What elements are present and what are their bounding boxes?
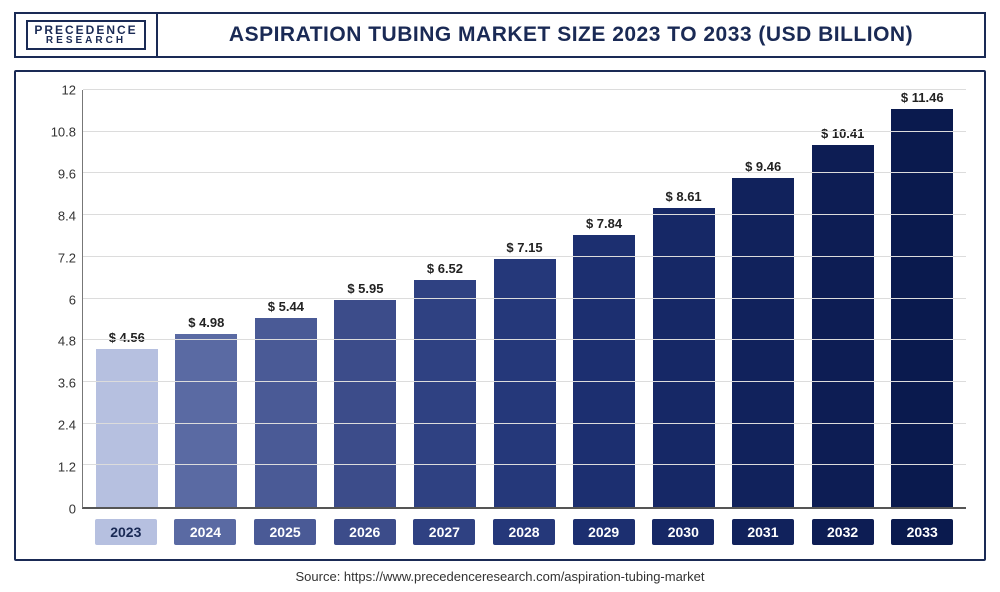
y-tick-label: 12 xyxy=(62,83,76,98)
y-tick-label: 6 xyxy=(69,292,76,307)
x-tick-label: 2031 xyxy=(732,519,794,545)
bar xyxy=(255,318,317,507)
x-axis-inner: 2023 2024 2025 2026 2027 2028 2029 2030 2031 2032… xyxy=(82,519,966,545)
source-text: Source: https://www.precedenceresearch.c… xyxy=(14,569,986,584)
bar-value-label: $ 6.52 xyxy=(427,261,463,276)
bar-column: $ 7.84 xyxy=(564,90,644,507)
x-tick-cell: 2031 xyxy=(723,519,803,545)
x-tick-cell: 2023 xyxy=(86,519,166,545)
x-axis: 2023 2024 2025 2026 2027 2028 2029 2030 2031 2032… xyxy=(34,519,966,545)
bar-column: $ 5.95 xyxy=(326,90,406,507)
x-tick-label: 2026 xyxy=(334,519,396,545)
y-axis: 01.22.43.64.867.28.49.610.812 xyxy=(34,90,82,509)
bar-column: $ 5.44 xyxy=(246,90,326,507)
plot-row: 01.22.43.64.867.28.49.610.812 $ 4.56$ 4.… xyxy=(34,90,966,509)
logo-inner: PRECEDENCE RESEARCH xyxy=(26,20,145,50)
x-tick-cell: 2025 xyxy=(245,519,325,545)
logo: PRECEDENCE RESEARCH xyxy=(16,14,156,56)
bar-value-label: $ 10.41 xyxy=(821,126,864,141)
bar-column: $ 4.98 xyxy=(167,90,247,507)
bar xyxy=(812,145,874,507)
bar xyxy=(573,235,635,507)
bar xyxy=(96,349,158,507)
y-tick-label: 3.6 xyxy=(58,376,76,391)
x-tick-cell: 2028 xyxy=(484,519,564,545)
header: PRECEDENCE RESEARCH ASPIRATION TUBING MA… xyxy=(14,12,986,58)
y-tick-label: 4.8 xyxy=(58,334,76,349)
y-tick-label: 2.4 xyxy=(58,418,76,433)
bars-group: $ 4.56 $ 4.98 $ 5.44 $ 5.95 $ 6.52 $ 7.15 $ 7.… xyxy=(83,90,966,507)
x-tick-label: 2029 xyxy=(573,519,635,545)
bar xyxy=(891,109,953,507)
title-box: ASPIRATION TUBING MARKET SIZE 2023 TO 20… xyxy=(156,14,984,56)
y-tick-label: 0 xyxy=(69,502,76,517)
bar xyxy=(653,208,715,507)
gridline xyxy=(83,89,966,90)
bar xyxy=(175,334,237,507)
y-tick-label: 10.8 xyxy=(51,124,76,139)
bar-column: $ 8.61 xyxy=(644,90,724,507)
x-tick-cell: 2026 xyxy=(325,519,405,545)
x-tick-cell: 2029 xyxy=(564,519,644,545)
bar-value-label: $ 8.61 xyxy=(666,189,702,204)
gridline xyxy=(83,339,966,340)
plot-area: $ 4.56 $ 4.98 $ 5.44 $ 5.95 $ 6.52 $ 7.15 $ 7.… xyxy=(82,90,966,509)
gridline xyxy=(83,381,966,382)
bar-value-label: $ 7.84 xyxy=(586,216,622,231)
gridline xyxy=(83,423,966,424)
bar-column: $ 10.41 xyxy=(803,90,883,507)
y-tick-label: 9.6 xyxy=(58,166,76,181)
x-tick-cell: 2033 xyxy=(882,519,962,545)
x-tick-label: 2032 xyxy=(812,519,874,545)
bar-value-label: $ 5.44 xyxy=(268,299,304,314)
chart-frame: 01.22.43.64.867.28.49.610.812 $ 4.56$ 4.… xyxy=(14,70,986,561)
bar-value-label: $ 4.98 xyxy=(188,315,224,330)
chart-container: PRECEDENCE RESEARCH ASPIRATION TUBING MA… xyxy=(0,0,1000,592)
gridline xyxy=(83,172,966,173)
gridline xyxy=(83,464,966,465)
chart-title: ASPIRATION TUBING MARKET SIZE 2023 TO 20… xyxy=(229,23,913,47)
bar xyxy=(494,259,556,507)
y-tick-label: 7.2 xyxy=(58,250,76,265)
bar xyxy=(414,280,476,507)
bar xyxy=(732,178,794,507)
bar-column: $ 6.52 xyxy=(405,90,485,507)
x-tick-label: 2033 xyxy=(891,519,953,545)
x-tick-label: 2025 xyxy=(254,519,316,545)
bar-column: $ 4.56 xyxy=(87,90,167,507)
x-tick-label: 2024 xyxy=(174,519,236,545)
x-tick-cell: 2030 xyxy=(643,519,723,545)
gridline xyxy=(83,131,966,132)
bar-value-label: $ 4.56 xyxy=(109,330,145,345)
y-tick-label: 1.2 xyxy=(58,460,76,475)
x-tick-label: 2027 xyxy=(413,519,475,545)
gridline xyxy=(83,298,966,299)
bar xyxy=(334,300,396,507)
bar-column: $ 7.15 xyxy=(485,90,565,507)
y-tick-label: 8.4 xyxy=(58,208,76,223)
x-tick-label: 2023 xyxy=(95,519,157,545)
bar-column: $ 9.46 xyxy=(723,90,803,507)
bar-value-label: $ 5.95 xyxy=(347,281,383,296)
gridline xyxy=(83,256,966,257)
x-tick-label: 2028 xyxy=(493,519,555,545)
bar-column: $ 11.46 xyxy=(882,90,962,507)
x-tick-cell: 2027 xyxy=(405,519,485,545)
bar-value-label: $ 11.46 xyxy=(901,90,944,105)
bar-value-label: $ 7.15 xyxy=(506,240,542,255)
x-tick-cell: 2032 xyxy=(803,519,883,545)
x-tick-label: 2030 xyxy=(652,519,714,545)
logo-line-2: RESEARCH xyxy=(34,36,137,46)
gridline xyxy=(83,214,966,215)
x-tick-cell: 2024 xyxy=(166,519,246,545)
